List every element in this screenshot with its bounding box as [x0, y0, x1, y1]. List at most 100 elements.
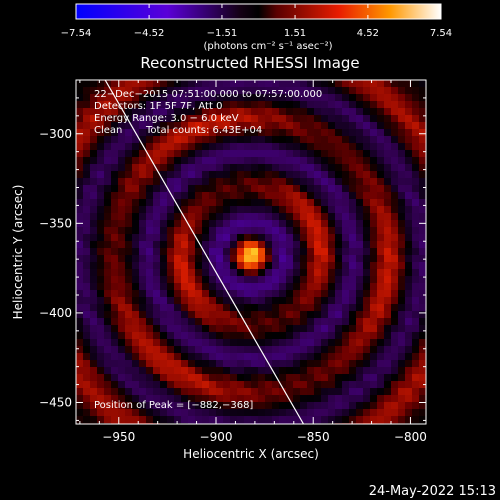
heatmap-cell [300, 269, 308, 277]
heatmap-cell [97, 178, 105, 186]
heatmap-cell [286, 346, 294, 354]
heatmap-cell [279, 157, 287, 165]
heatmap-cell [97, 409, 105, 417]
heatmap-cell [419, 297, 426, 305]
heatmap-cell [300, 87, 308, 95]
heatmap-cell [286, 248, 294, 256]
heatmap-cell [384, 367, 392, 375]
heatmap-cell [90, 164, 98, 172]
heatmap-cell [146, 129, 154, 137]
heatmap-cell [258, 297, 266, 305]
heatmap-cell [118, 332, 126, 340]
heatmap-cell [209, 227, 217, 235]
heatmap-cell [167, 402, 175, 410]
heatmap-cell [167, 171, 175, 179]
heatmap-cell [125, 241, 133, 249]
heatmap-cell [209, 381, 217, 389]
heatmap-cell [181, 129, 189, 137]
heatmap-cell [223, 129, 231, 137]
heatmap-cell [307, 94, 315, 102]
heatmap-cell [139, 101, 147, 109]
heatmap-cell [258, 178, 266, 186]
heatmap-cell [258, 213, 266, 221]
heatmap-cell [223, 136, 231, 144]
heatmap-cell [216, 171, 224, 179]
heatmap-cell [258, 227, 266, 235]
heatmap-cell [174, 94, 182, 102]
heatmap-cell [181, 346, 189, 354]
heatmap-cell [153, 409, 161, 417]
heatmap-cell [419, 360, 426, 368]
heatmap-cell [342, 311, 350, 319]
colorbar-units-label: (photons cm⁻² s⁻¹ asec⁻²) [203, 41, 332, 52]
heatmap-cell [265, 311, 273, 319]
heatmap-cell [244, 332, 252, 340]
heatmap-cell [335, 164, 343, 172]
heatmap-cell [104, 213, 112, 221]
heatmap-cell [167, 129, 175, 137]
heatmap-cell [139, 283, 147, 291]
heatmap-cell [335, 290, 343, 298]
heatmap-cell [97, 325, 105, 333]
heatmap-cell [237, 388, 245, 396]
heatmap-cell [384, 220, 392, 228]
heatmap-cell [202, 108, 210, 116]
heatmap-cell [160, 367, 168, 375]
heatmap-cell [76, 255, 84, 263]
heatmap-cell [83, 87, 91, 95]
heatmap-cell [167, 178, 175, 186]
heatmap-cell [132, 409, 140, 417]
heatmap-cell [412, 339, 420, 347]
heatmap-cell [202, 241, 210, 249]
heatmap-cell [265, 80, 273, 88]
heatmap-cell [216, 150, 224, 158]
heatmap-cell [279, 94, 287, 102]
heatmap-cell [104, 283, 112, 291]
heatmap-cell [335, 80, 343, 88]
heatmap-cell [83, 353, 91, 361]
heatmap-cell [265, 206, 273, 214]
heatmap-cell [412, 192, 420, 200]
heatmap-cell [307, 255, 315, 263]
heatmap-cell [153, 206, 161, 214]
heatmap-cell [391, 227, 399, 235]
heatmap-cell [349, 367, 357, 375]
heatmap-cell [237, 136, 245, 144]
heatmap-cell [286, 395, 294, 403]
heatmap-cell [321, 227, 329, 235]
heatmap-cell [342, 213, 350, 221]
heatmap-cell [139, 402, 147, 410]
heatmap-cell [279, 108, 287, 116]
heatmap-cell [349, 395, 357, 403]
heatmap-cell [244, 318, 252, 326]
heatmap-cell [146, 234, 154, 242]
heatmap-cell [398, 185, 406, 193]
heatmap-cell [188, 143, 196, 151]
colorbar [76, 4, 441, 19]
heatmap-cell [321, 367, 329, 375]
heatmap-cell [342, 339, 350, 347]
heatmap-cell [321, 150, 329, 158]
heatmap-cell [398, 374, 406, 382]
heatmap-cell [279, 178, 287, 186]
heatmap-cell [223, 325, 231, 333]
heatmap-cell [90, 171, 98, 179]
heatmap-cell [209, 220, 217, 228]
heatmap-cell [167, 101, 175, 109]
heatmap-cell [188, 353, 196, 361]
heatmap-cell [391, 311, 399, 319]
heatmap-cell [342, 360, 350, 368]
heatmap-cell [307, 115, 315, 123]
heatmap-cell [412, 80, 420, 88]
heatmap-cell [118, 374, 126, 382]
heatmap-cell [251, 325, 259, 333]
heatmap-cell [328, 346, 336, 354]
heatmap-cell [370, 332, 378, 340]
heatmap-cell [405, 101, 413, 109]
heatmap-cell [167, 136, 175, 144]
heatmap-cell [111, 241, 119, 249]
heatmap-cell [76, 416, 84, 424]
heatmap-cell [384, 227, 392, 235]
heatmap-cell [314, 164, 322, 172]
heatmap-cell [377, 101, 385, 109]
